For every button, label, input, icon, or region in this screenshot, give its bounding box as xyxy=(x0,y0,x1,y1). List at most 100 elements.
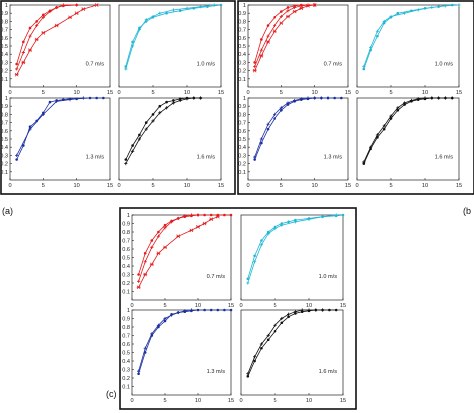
series-line xyxy=(363,4,460,67)
data-point xyxy=(170,220,174,224)
data-point xyxy=(22,144,25,147)
x-tick-label: 10 xyxy=(312,183,318,189)
x-tick-label: 5 xyxy=(280,90,283,96)
x-tick-label: 5 xyxy=(42,183,45,189)
y-tick-label: 0.4 xyxy=(238,52,246,58)
y-tick-label: 0.4 xyxy=(122,264,130,270)
data-point xyxy=(28,34,32,38)
subplot-c-blue: 0 5 10 15 0.1 0.2 0.3 0.4 0.5 0.6 0.7 0.8 0.9 1 1.3 m/… xyxy=(122,308,234,404)
data-point xyxy=(189,213,193,217)
y-tick-label: 0.7 xyxy=(238,28,246,34)
y-tick-label: 0.9 xyxy=(122,222,130,228)
data-point xyxy=(137,137,141,141)
data-point xyxy=(416,97,420,101)
data-point xyxy=(416,8,420,12)
data-point xyxy=(409,98,413,103)
data-point xyxy=(266,24,270,27)
y-tick-label: 0.9 xyxy=(238,11,246,17)
data-point xyxy=(382,19,386,23)
data-point xyxy=(212,3,216,7)
x-tick-label: 5 xyxy=(151,90,154,96)
data-point xyxy=(176,310,180,315)
subplot-b-cyan: 0 5 10 15 1.0 m/s xyxy=(355,3,462,96)
subplot-a-black: 0 5 10 15 1.6 m/s xyxy=(117,96,224,189)
axes-box xyxy=(240,214,344,301)
data-point xyxy=(48,9,52,14)
x-tick-label: 0 xyxy=(239,398,242,404)
data-point xyxy=(375,29,379,33)
data-point xyxy=(293,5,297,10)
panel-c-label: (c) xyxy=(106,389,117,399)
data-point xyxy=(252,68,257,73)
data-point xyxy=(259,243,263,247)
data-point xyxy=(376,34,379,38)
data-point xyxy=(326,96,330,100)
y-tick-label: 1 xyxy=(127,308,130,314)
x-tick-label: 0 xyxy=(239,303,242,309)
data-point xyxy=(280,316,284,321)
data-point xyxy=(437,96,441,100)
data-point xyxy=(280,109,283,112)
y-tick-label: 0.5 xyxy=(0,44,8,50)
data-point xyxy=(165,106,169,110)
data-point xyxy=(15,158,18,161)
data-point xyxy=(253,260,257,264)
data-point xyxy=(22,40,25,44)
data-point xyxy=(273,15,276,19)
data-point xyxy=(102,96,105,100)
x-tick-label: 15 xyxy=(340,398,346,404)
data-point xyxy=(15,67,19,71)
x-tick-label: 5 xyxy=(273,303,276,309)
data-point xyxy=(273,112,277,116)
data-point xyxy=(178,98,182,103)
data-point xyxy=(299,6,304,11)
x-tick-label: 5 xyxy=(389,90,392,96)
data-point xyxy=(293,4,296,8)
data-point xyxy=(362,67,366,71)
y-tick-label: 0.8 xyxy=(238,19,246,25)
data-point xyxy=(136,285,141,290)
axes-box xyxy=(9,4,111,88)
data-point xyxy=(280,222,284,225)
data-point xyxy=(124,162,128,166)
data-point xyxy=(292,9,297,14)
data-point xyxy=(158,104,162,108)
y-tick-label: 0.3 xyxy=(122,273,130,279)
x-tick-label: 15 xyxy=(340,303,346,309)
data-point xyxy=(35,23,39,28)
series-line xyxy=(254,4,315,67)
data-point xyxy=(286,9,290,13)
data-point xyxy=(306,3,310,8)
data-point xyxy=(279,106,283,110)
data-point xyxy=(172,99,175,102)
data-point xyxy=(81,7,86,11)
x-tick-label: 5 xyxy=(280,183,283,189)
series-line xyxy=(138,214,231,275)
data-point xyxy=(203,308,206,312)
data-point xyxy=(189,308,193,312)
y-tick-label: 0.7 xyxy=(122,334,130,340)
data-point xyxy=(382,124,386,128)
data-point xyxy=(163,226,167,230)
data-point xyxy=(273,323,277,327)
data-point xyxy=(41,31,46,35)
panel-b-frame xyxy=(237,0,474,195)
data-point xyxy=(300,308,304,312)
axes-box xyxy=(118,97,222,181)
x-tick-label: 10 xyxy=(74,183,80,189)
data-point xyxy=(294,312,297,315)
data-point xyxy=(131,44,135,48)
data-point xyxy=(156,234,160,238)
data-point xyxy=(450,96,454,100)
data-point xyxy=(15,153,19,157)
data-point xyxy=(260,346,263,350)
data-point xyxy=(362,162,366,165)
data-point xyxy=(144,127,148,131)
data-point xyxy=(14,72,19,77)
data-point xyxy=(280,223,284,227)
x-tick-label: 10 xyxy=(306,303,312,309)
subplot-c-red: 0 5 10 15 0.1 0.2 0.3 0.4 0.5 0.6 0.7 0.8 0.9 1 0.7 m/… xyxy=(122,213,234,309)
axes-box xyxy=(131,309,232,396)
data-point xyxy=(165,100,168,104)
data-point xyxy=(150,245,154,249)
